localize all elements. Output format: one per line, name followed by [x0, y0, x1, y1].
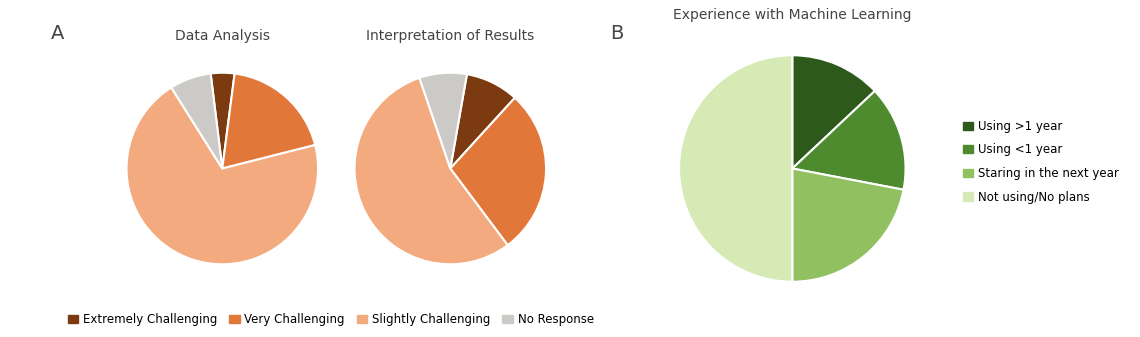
Wedge shape [450, 98, 546, 245]
Wedge shape [792, 55, 874, 168]
Wedge shape [679, 55, 792, 282]
Wedge shape [127, 88, 318, 264]
Wedge shape [211, 73, 235, 168]
Title: Interpretation of Results: Interpretation of Results [366, 29, 535, 43]
Legend: Using >1 year, Using <1 year, Staring in the next year, Not using/No plans: Using >1 year, Using <1 year, Staring in… [958, 115, 1123, 208]
Title: Experience with Machine Learning: Experience with Machine Learning [673, 8, 912, 22]
Legend: Extremely Challenging, Very Challenging, Slightly Challenging, No Response: Extremely Challenging, Very Challenging,… [63, 309, 599, 331]
Wedge shape [450, 74, 515, 168]
Text: A: A [51, 24, 65, 42]
Wedge shape [222, 73, 315, 168]
Wedge shape [171, 73, 222, 168]
Text: B: B [610, 24, 624, 42]
Wedge shape [355, 78, 507, 264]
Wedge shape [420, 73, 467, 168]
Wedge shape [792, 91, 905, 190]
Title: Data Analysis: Data Analysis [174, 29, 270, 43]
Wedge shape [792, 168, 904, 282]
